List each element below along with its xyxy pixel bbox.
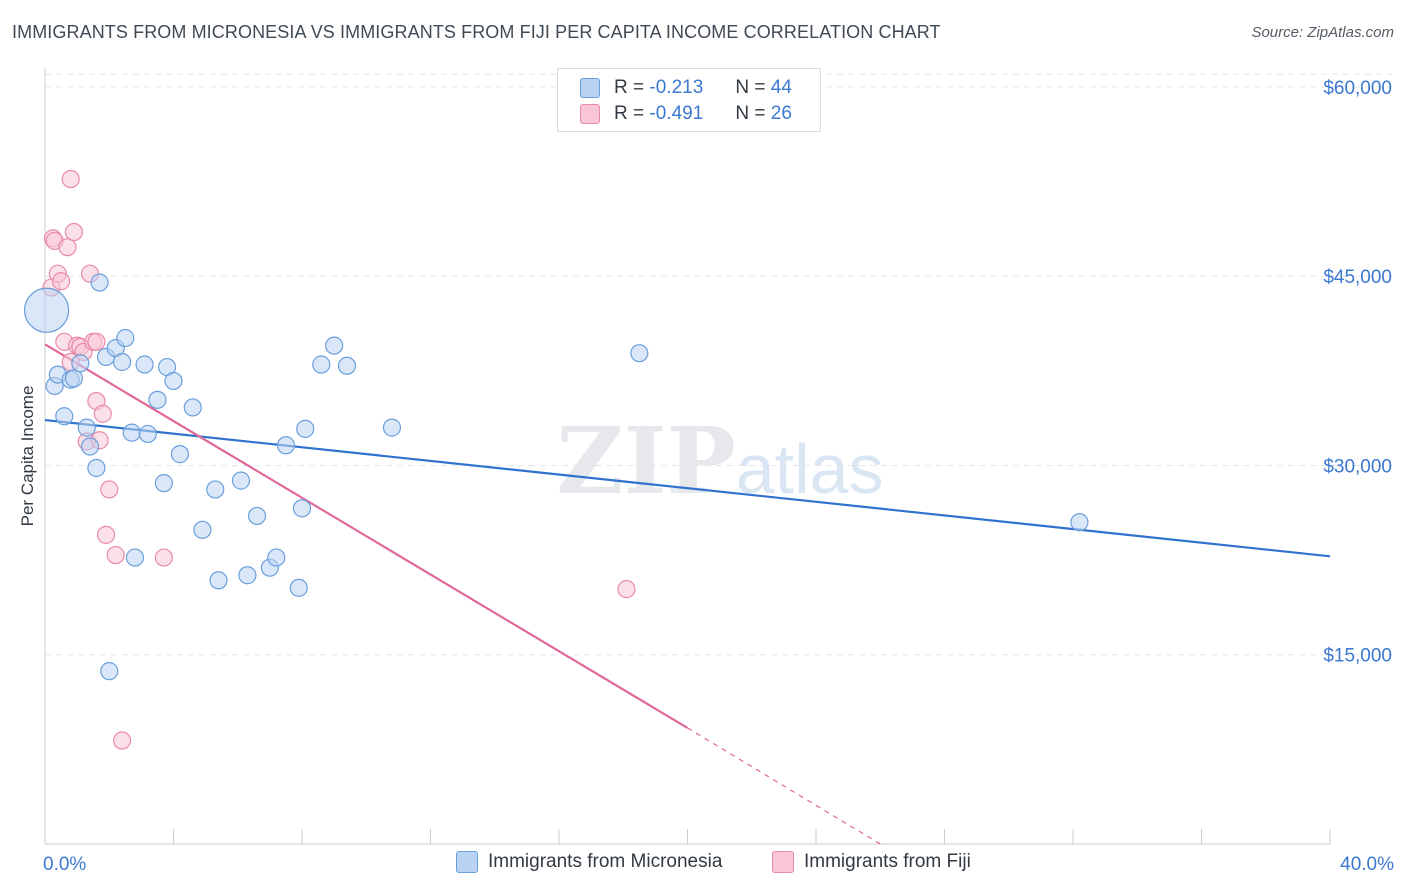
data-points [24,169,1089,750]
watermark-zip: ZIP [556,407,735,515]
point-micronesia [296,419,315,438]
legend-swatch-micronesia [580,78,600,98]
legend-n-label: N = [735,103,766,124]
legend-n-value: 44 [770,77,792,98]
point-fiji [61,169,80,189]
legend-row-micronesia: R = -0.213 N = 44 [580,75,792,101]
legend-swatch-micronesia [456,851,478,873]
point-micronesia [276,436,296,455]
point-micronesia [122,423,141,442]
point-micronesia [87,458,106,478]
point-fiji [93,404,112,423]
point-fiji [106,545,125,565]
point-fiji [154,548,173,567]
point-micronesia [64,369,84,388]
point-micronesia [154,474,173,493]
legend-label-micronesia: Immigrants from Micronesia [488,851,723,872]
legend-item-micronesia: Immigrants from Micronesia [456,851,722,873]
legend-item-fiji: Immigrants from Fiji [772,851,971,873]
point-micronesia [55,407,74,426]
x-tick-label: 0.0% [43,854,86,875]
point-micronesia [289,578,308,597]
point-micronesia [80,437,100,456]
y-tick-label: $45,000 [1323,267,1392,288]
point-micronesia [24,287,70,333]
point-fiji [617,580,636,599]
legend-r-value: -0.491 [649,103,704,124]
point-fiji [96,525,116,544]
point-micronesia [125,548,145,567]
trend-line-fiji-extension [687,727,881,845]
watermark: ZIPatlas [556,407,883,515]
point-micronesia [247,506,267,526]
y-tick-label: $15,000 [1323,646,1392,667]
tick-labels: $15,000 $30,000 $45,000 $60,000 0.0% 40.0% [43,78,1394,875]
point-micronesia [164,371,183,391]
point-fiji [100,480,119,499]
y-tick-label: $30,000 [1323,456,1392,477]
point-micronesia [382,418,402,437]
point-micronesia [170,445,190,464]
point-micronesia [209,571,228,590]
point-micronesia [193,520,212,539]
point-micronesia [337,356,357,375]
axes [44,68,1331,845]
point-micronesia [116,328,135,348]
legend-label-fiji: Immigrants from Fiji [804,851,971,872]
point-micronesia [238,566,257,585]
correlation-legend: R = -0.213 N = 44 R = -0.491 N = 26 [557,68,821,132]
point-micronesia [135,355,154,374]
legend-r-value: -0.213 [649,77,704,98]
chart-title: IMMIGRANTS FROM MICRONESIA VS IMMIGRANTS… [12,22,941,42]
point-micronesia [183,398,202,417]
legend-r-label: R = [614,103,645,124]
source-note: Source: ZipAtlas.com [1251,24,1394,41]
y-axis-label: Per Capita Income [18,386,37,527]
point-fiji [112,731,132,750]
trend-lines [44,343,1331,845]
y-tick-label: $60,000 [1323,78,1392,99]
point-fiji [58,238,77,257]
point-micronesia [206,480,225,499]
point-micronesia [100,662,119,681]
point-micronesia [71,354,90,373]
point-micronesia [292,499,312,518]
legend-swatch-fiji [580,104,600,124]
trend-line-fiji [44,343,689,729]
point-micronesia [112,352,132,372]
point-micronesia [630,344,649,363]
point-micronesia [77,418,96,437]
point-micronesia [138,424,157,444]
legend-n-label: N = [735,77,766,98]
point-fiji [51,272,71,291]
x-tick-label: 40.0% [1340,854,1394,875]
point-micronesia [148,390,167,409]
legend-row-fiji: R = -0.491 N = 26 [580,101,792,127]
point-micronesia [231,471,251,490]
point-micronesia [1070,513,1089,532]
point-micronesia [325,336,344,355]
legend-n-value: 26 [770,103,792,124]
point-micronesia [267,548,286,567]
point-micronesia [90,273,109,292]
point-micronesia [312,355,331,374]
legend-r-label: R = [614,77,645,98]
point-fiji [64,222,84,242]
point-fiji [87,332,106,351]
legend-swatch-fiji [772,851,794,873]
trend-line-micronesia [44,418,1331,558]
